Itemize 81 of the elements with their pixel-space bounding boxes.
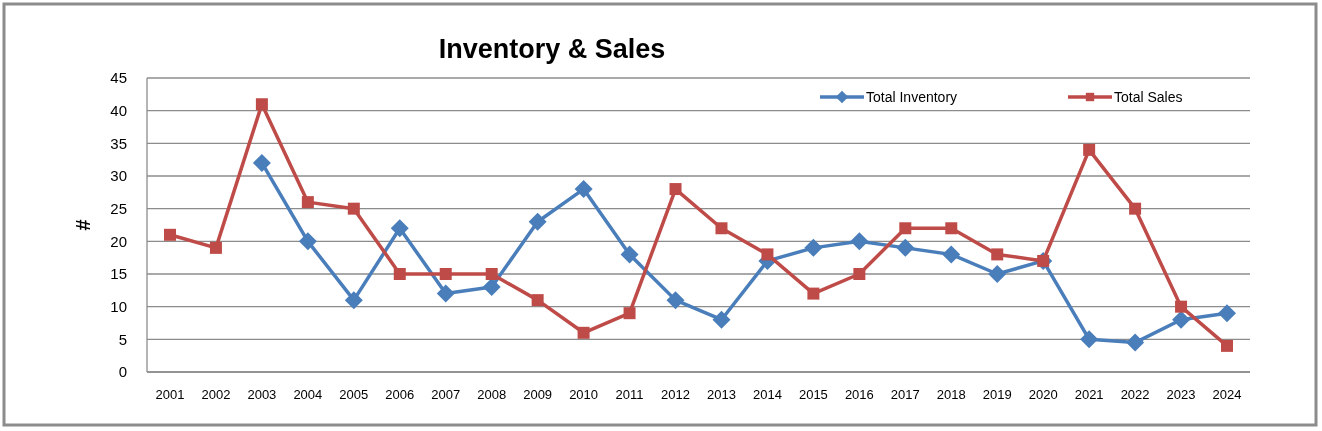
point <box>942 245 961 264</box>
point <box>531 294 544 307</box>
x-tick-label: 2021 <box>1074 387 1104 402</box>
y-tick-label: 10 <box>110 297 127 315</box>
point <box>623 307 636 320</box>
point <box>574 180 593 199</box>
y-tick-label: 45 <box>110 69 127 87</box>
x-tick-label: 2018 <box>936 387 966 402</box>
point <box>1175 300 1188 313</box>
point <box>577 326 590 339</box>
x-tick-label: 2009 <box>523 387 553 402</box>
x-tick-label: 2024 <box>1212 387 1242 402</box>
point <box>252 153 271 172</box>
point <box>991 248 1004 261</box>
legend-label: Total Sales <box>1114 88 1183 105</box>
chart-title: Inventory & Sales <box>438 34 666 64</box>
point <box>666 291 685 310</box>
point <box>853 268 866 280</box>
point <box>301 196 314 209</box>
point <box>209 241 222 254</box>
y-tick-label: 40 <box>110 101 127 119</box>
point <box>393 268 406 280</box>
point <box>485 268 498 280</box>
point <box>1083 143 1096 156</box>
point <box>1221 339 1234 352</box>
x-tick-label: 2003 <box>247 387 277 402</box>
point <box>298 232 317 251</box>
point <box>344 291 363 310</box>
point <box>850 232 869 251</box>
x-tick-label: 2004 <box>293 387 323 402</box>
point <box>945 222 958 235</box>
x-tick-label: 2023 <box>1166 387 1196 402</box>
x-tick-label: 2016 <box>844 387 874 402</box>
x-tick-label: 2015 <box>798 387 828 402</box>
point <box>436 284 455 303</box>
point <box>896 238 915 257</box>
x-tick-label: 2008 <box>477 387 507 402</box>
x-tick-label: 2001 <box>155 387 185 402</box>
y-tick-label: 0 <box>118 363 127 381</box>
y-tick-label: 30 <box>110 167 127 185</box>
point <box>804 238 823 257</box>
x-tick-label: 2020 <box>1028 387 1058 402</box>
point <box>620 245 639 264</box>
point <box>669 183 682 196</box>
y-tick-label: 15 <box>110 265 127 283</box>
y-tick-label: 25 <box>110 199 127 217</box>
point <box>761 248 774 261</box>
x-tick-label: 2017 <box>890 387 920 402</box>
x-tick-label: 2022 <box>1120 387 1150 402</box>
point <box>1126 333 1145 352</box>
point <box>1080 330 1099 349</box>
point <box>255 98 268 111</box>
legend-label: Total Inventory <box>866 88 958 105</box>
x-tick-label: 2005 <box>339 387 369 402</box>
point <box>807 287 820 300</box>
y-axis-title: # <box>72 219 94 231</box>
point <box>390 219 409 238</box>
point <box>1172 310 1191 329</box>
point <box>347 202 360 215</box>
y-tick-label: 5 <box>118 330 127 348</box>
point <box>712 310 731 329</box>
point <box>163 228 176 241</box>
point <box>482 278 501 297</box>
x-tick-label: 2014 <box>752 387 782 402</box>
point <box>528 212 547 231</box>
x-tick-label: 2011 <box>615 387 644 402</box>
point <box>988 265 1007 283</box>
point <box>715 222 728 235</box>
x-tick-label: 2019 <box>982 387 1012 402</box>
point <box>1129 202 1142 215</box>
y-tick-label: 35 <box>110 134 127 152</box>
point <box>439 268 452 280</box>
y-tick-label: 20 <box>110 232 127 250</box>
x-tick-label: 2006 <box>385 387 415 402</box>
x-tick-label: 2012 <box>661 387 690 402</box>
x-tick-label: 2002 <box>201 387 231 402</box>
x-tick-label: 2013 <box>707 387 736 402</box>
point <box>1218 304 1237 323</box>
x-tick-label: 2010 <box>569 387 599 402</box>
point <box>899 222 912 235</box>
x-tick-label: 2007 <box>431 387 461 402</box>
